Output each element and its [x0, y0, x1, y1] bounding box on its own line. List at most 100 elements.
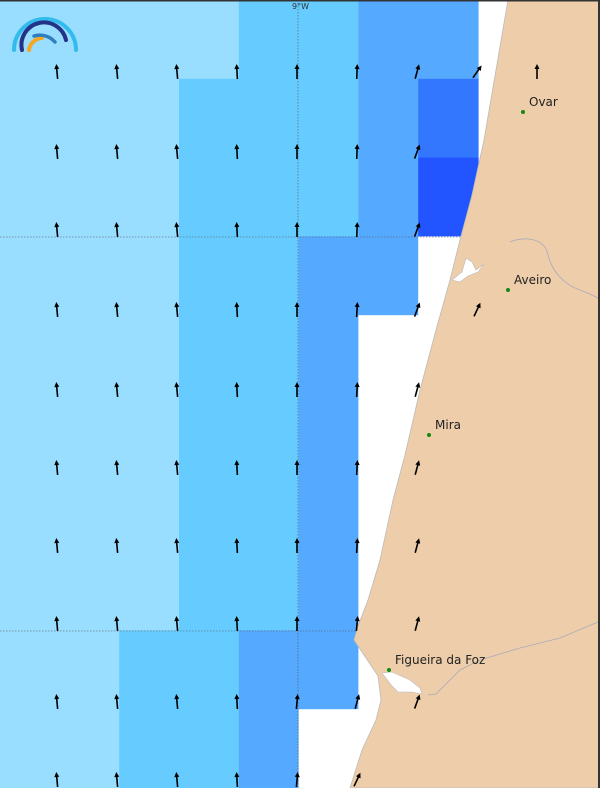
wave-arrow: [354, 302, 360, 318]
wave-arrow: [534, 64, 540, 79]
grid-cell: [119, 315, 180, 395]
grid-cell: [59, 78, 120, 159]
wave-arrow: [234, 538, 240, 554]
grid-cell: [119, 630, 180, 710]
grid-cell: [298, 630, 359, 710]
grid-cell: [0, 394, 61, 474]
city-label: Figueira da Foz: [395, 653, 485, 667]
wave-arrow: [174, 460, 180, 476]
wave-arrow: [234, 694, 240, 710]
wave-arrow: [234, 772, 240, 788]
wave-arrow: [414, 382, 421, 397]
wave-arrow: [354, 694, 361, 709]
longitude-label: 9°W: [292, 2, 309, 11]
grid-cell: [238, 0, 300, 80]
wave-arrow: [354, 538, 360, 554]
grid-cell: [298, 236, 359, 316]
grid-cell: [0, 236, 61, 316]
city-marker: [387, 668, 391, 672]
wave-arrow: [354, 460, 360, 476]
wave-arrow: [234, 302, 240, 318]
wave-arrow: [174, 222, 180, 238]
wave-arrow: [234, 460, 240, 476]
grid-cell: [59, 709, 120, 788]
wave-arrow: [114, 460, 120, 476]
grid-cell: [0, 630, 61, 710]
wave-arrow: [414, 616, 421, 631]
wave-arrow: [54, 222, 60, 238]
wave-arrow: [174, 144, 180, 160]
grid-cell: [0, 551, 61, 631]
wave-arrow: [54, 694, 60, 710]
grid-cell: [358, 78, 419, 159]
wave-arrow: [54, 382, 60, 398]
grid-cell: [298, 157, 359, 237]
grid-cell: [418, 78, 479, 159]
right-border: [598, 0, 600, 788]
grid-cell: [119, 236, 180, 316]
wave-arrow: [234, 616, 240, 632]
grid-cell: [119, 157, 180, 237]
wave-arrow: [114, 302, 120, 318]
wave-arrow: [114, 64, 120, 80]
wave-arrow: [174, 616, 180, 632]
aveiro-lagoon: [451, 257, 485, 283]
wave-arrow: [414, 460, 421, 475]
grid-cell: [119, 551, 180, 631]
wave-arrow: [294, 616, 300, 631]
grid-cell: [119, 78, 180, 159]
grid-cell: [238, 394, 300, 474]
city-label: Ovar: [529, 95, 558, 109]
wave-arrow: [294, 694, 300, 710]
grid-cell: [238, 630, 300, 710]
wave-arrow: [114, 616, 120, 632]
grid-cell: [59, 236, 120, 316]
wave-arrow: [354, 616, 360, 632]
grid-cell: [179, 78, 240, 159]
wave-arrow: [54, 460, 60, 476]
grid-cell: [179, 157, 240, 237]
wave-arrow: [54, 616, 60, 632]
grid-cell: [358, 0, 419, 80]
wave-arrow: [234, 64, 240, 80]
grid-cell: [0, 315, 61, 395]
grid-cell: [119, 394, 180, 474]
grid-cell: [298, 394, 359, 474]
grid-cell: [358, 315, 419, 395]
grid-cell: [179, 551, 240, 631]
wave-arrow: [414, 64, 421, 79]
wave-arrow: [354, 144, 360, 160]
wave-arrow: [472, 65, 482, 79]
grid-cell: [179, 236, 240, 316]
graticule: [0, 0, 460, 788]
grid-cell: [298, 472, 359, 553]
wave-arrow: [414, 538, 421, 553]
river-mondego: [427, 621, 599, 696]
grid-cell: [179, 630, 240, 710]
grid-cell: [298, 709, 359, 788]
wave-arrow: [174, 302, 180, 318]
river-vouga: [509, 238, 599, 299]
wave-arrow: [114, 538, 120, 554]
wave-arrow: [413, 694, 421, 709]
grid-cell: [238, 315, 300, 395]
wave-arrow: [413, 144, 421, 159]
city-marker: [506, 288, 510, 292]
grid-cell: [59, 394, 120, 474]
wave-arrow: [54, 302, 60, 318]
mondego-estuary: [381, 671, 423, 695]
grid-cell: [179, 394, 240, 474]
grid-cell: [59, 551, 120, 631]
grid-cell: [238, 709, 300, 788]
wave-arrow: [174, 772, 180, 788]
grid-cell: [418, 0, 479, 80]
wave-arrow: [294, 144, 300, 159]
grid-cell: [59, 315, 120, 395]
city-label: Mira: [435, 418, 461, 432]
city-marker: [427, 433, 431, 437]
wave-arrow: [114, 144, 120, 160]
wave-arrow: [354, 222, 360, 238]
grid-cell: [298, 78, 359, 159]
grid-cell: [179, 709, 240, 788]
